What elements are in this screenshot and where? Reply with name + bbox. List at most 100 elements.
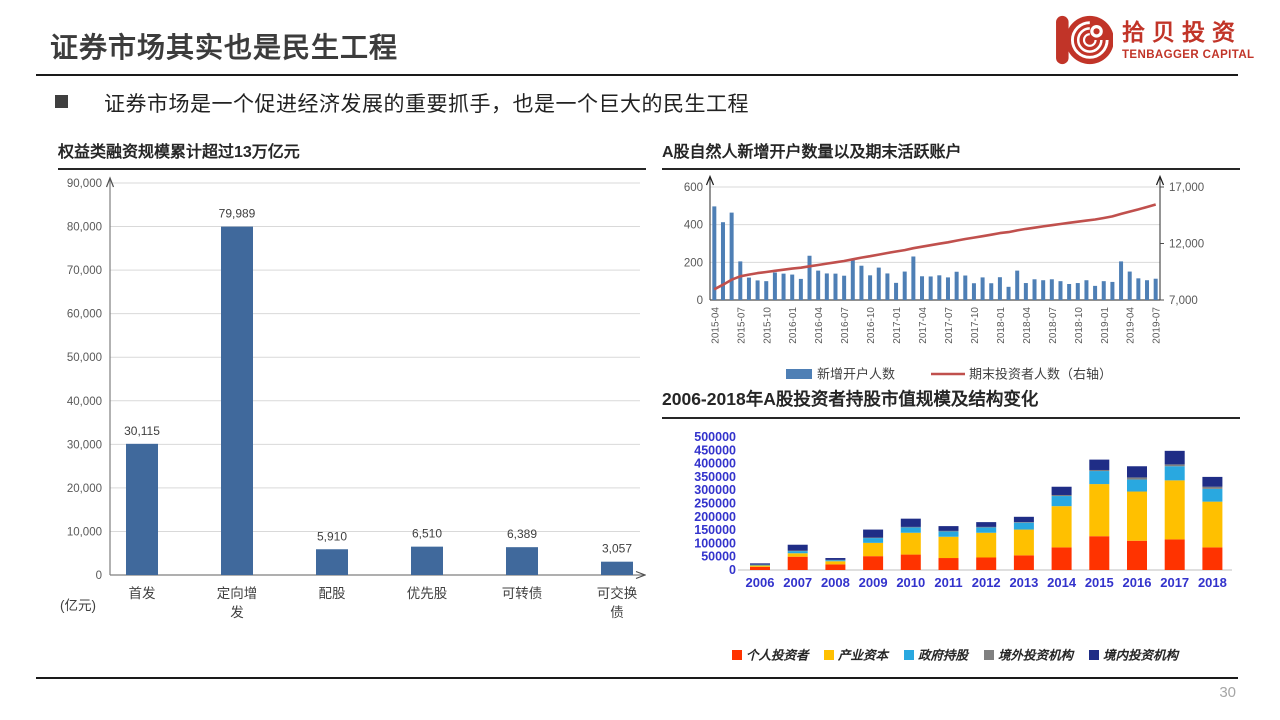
bar xyxy=(755,280,760,300)
x-category-label: 发 xyxy=(230,605,244,620)
bar xyxy=(920,276,925,300)
stack-segment xyxy=(1127,466,1147,478)
x-category-label: 2012 xyxy=(972,575,1001,590)
chart-holdings-structure: 2006-2018年A股投资者持股市值规模及结构变化 0 50000 100000 1… xyxy=(662,386,1240,686)
bar xyxy=(1153,278,1158,300)
stack-segment xyxy=(1164,480,1185,540)
y-tick-label: 90,000 xyxy=(67,178,102,190)
stack-segment xyxy=(1089,469,1110,472)
legend-label: 境外投资机构 xyxy=(998,649,1076,663)
legend-line-label: 期末投资者人数（右轴） xyxy=(969,367,1112,382)
stack-segment xyxy=(1202,486,1223,489)
x-tick-label: 2018-01 xyxy=(996,307,1007,344)
y-tick-label: 50,000 xyxy=(67,352,102,364)
x-category-label: 2006 xyxy=(746,575,775,590)
title-underline xyxy=(36,74,1238,76)
right-tick-label: 7,000 xyxy=(1169,295,1198,307)
bar xyxy=(764,281,769,300)
x-tick-label: 2016-10 xyxy=(866,307,877,344)
x-category-label: 2013 xyxy=(1009,575,1038,590)
x-category-label: 2018 xyxy=(1198,575,1227,590)
bar xyxy=(126,443,158,575)
chart-holdings-structure-title: 2006-2018年A股投资者持股市值规模及结构变化 xyxy=(662,386,1240,419)
bar xyxy=(506,547,538,575)
bar xyxy=(1093,285,1098,300)
x-category-label: 2009 xyxy=(859,575,888,590)
stack-segment xyxy=(1013,555,1034,570)
stack-segment xyxy=(900,527,921,533)
new-accounts-svg: 0 200 400 600 7,000 12,000 17,000 2015-04 2015-0… xyxy=(684,174,1204,382)
stack-segment xyxy=(1089,536,1110,570)
y-tick-label: 20,000 xyxy=(67,483,102,495)
y-axis-arrow-icon xyxy=(105,176,115,188)
bar xyxy=(945,277,950,300)
bar xyxy=(738,261,743,300)
stack-segment xyxy=(787,551,808,554)
stack-segment xyxy=(1051,506,1072,548)
stack-segment xyxy=(1202,501,1223,548)
stack-segment xyxy=(787,556,808,570)
stack-segment xyxy=(750,565,770,567)
bar xyxy=(1145,280,1150,300)
left-tick-label: 0 xyxy=(697,295,703,307)
bar xyxy=(876,267,881,300)
chart-equity-financing: 权益类融资规模累计超过13万亿元 0 10,000 20,000 30,000 40,0… xyxy=(58,138,647,645)
legend-label: 政府持股 xyxy=(918,649,970,663)
stack-segment xyxy=(863,542,884,557)
bar xyxy=(868,275,873,300)
stack-segment xyxy=(976,527,997,533)
legend-swatch xyxy=(1089,650,1099,660)
legend-swatch xyxy=(984,650,994,660)
x-tick-label: 2017-10 xyxy=(970,307,981,344)
y-tick-label: 0 xyxy=(729,563,736,577)
x-category-label: 定向增 xyxy=(217,586,258,601)
chart-holdings-structure-plot: 0 50000 100000 150000 200000 250000 300000 3500… xyxy=(662,419,1240,686)
legend-label: 境内投资机构 xyxy=(1103,649,1181,663)
x-category-label: 2011 xyxy=(934,575,962,590)
footer-line xyxy=(36,677,1238,679)
bar xyxy=(997,277,1002,300)
chart-new-accounts: A股自然人新增开户数量以及期末活跃账户 0 200 400 600 7,000 12,00… xyxy=(662,138,1240,393)
stack-segment xyxy=(976,557,997,570)
bar xyxy=(911,256,916,300)
bar xyxy=(411,546,443,575)
y-tick-label: 450000 xyxy=(694,443,736,457)
bar xyxy=(963,275,968,300)
y-tick-label: 300000 xyxy=(694,483,736,497)
x-category-label: 2016 xyxy=(1123,575,1152,590)
axis-unit-label: (亿元) xyxy=(60,598,96,613)
x-category-label: 配股 xyxy=(319,586,346,601)
logo-text: 拾贝投资 TENBAGGER CAPITAL xyxy=(1122,19,1254,61)
left-tick-label: 600 xyxy=(684,182,703,194)
bar xyxy=(971,283,976,300)
bar xyxy=(1067,283,1072,300)
stack-segment xyxy=(1202,488,1223,502)
bar xyxy=(885,273,890,300)
x-tick-label: 2017-07 xyxy=(944,307,955,344)
left-tick-label: 400 xyxy=(684,220,703,232)
legend-label: 产业资本 xyxy=(837,649,891,663)
chart-equity-financing-title: 权益类融资规模累计超过13万亿元 xyxy=(58,138,646,170)
stack-segment xyxy=(900,518,921,527)
y-tick-label: 40,000 xyxy=(67,396,102,408)
bullet-row: 证券市场是一个促进经济发展的重要抓手，也是一个巨大的民生工程 xyxy=(55,88,749,118)
bar xyxy=(859,265,864,300)
stack-segment xyxy=(1051,547,1072,570)
page-number: 30 xyxy=(1219,684,1236,701)
bar xyxy=(790,274,795,300)
stack-segment xyxy=(938,526,959,531)
x-category-label: 2014 xyxy=(1047,575,1077,590)
x-tick-label: 2016-01 xyxy=(788,307,799,344)
stack-segment xyxy=(976,526,997,528)
stack-segment xyxy=(1013,522,1034,530)
bar xyxy=(1075,283,1080,300)
x-tick-label: 2017-01 xyxy=(892,307,903,344)
bar xyxy=(1136,278,1141,300)
x-tick-label: 2016-04 xyxy=(814,307,825,344)
y-tick-label: 350000 xyxy=(694,470,736,484)
bar xyxy=(894,282,899,300)
legend-swatch xyxy=(904,650,914,660)
bar-value-label: 6,389 xyxy=(507,527,537,541)
left-axis-arrow-icon xyxy=(705,174,715,186)
